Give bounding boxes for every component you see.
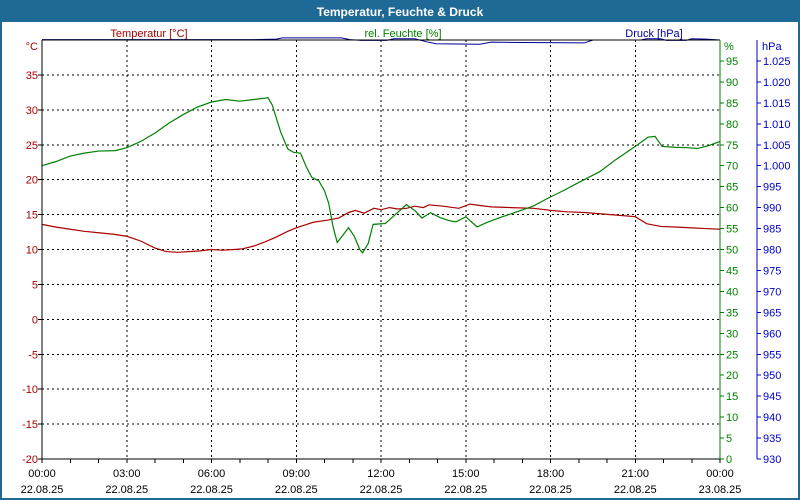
pressure-tick-label: 975 (763, 265, 781, 277)
pressure-tick-label: 1.010 (763, 119, 791, 131)
temperature-tick-label: 10 (26, 245, 38, 257)
humidity-tick-label: 10 (726, 412, 738, 424)
pressure-tick-label: 1.000 (763, 161, 791, 173)
pressure-tick-label: 1.020 (763, 77, 791, 89)
time-tick-label: 06:00 (198, 468, 226, 480)
temperature-header-label: Temperatur [°C] (110, 28, 187, 40)
pressure-header-label: Druck [hPa] (625, 28, 682, 40)
humidity-tick-label: 70 (726, 161, 738, 173)
axis-tick-labels: 35302520151050-5-10-15-20959085807570656… (21, 56, 791, 496)
pressure-tick-label: 950 (763, 370, 781, 382)
pressure-tick-label: 940 (763, 412, 781, 424)
pressure-tick-label: 930 (763, 454, 781, 466)
time-tick-label: 18:00 (537, 468, 565, 480)
pressure-tick-label: 995 (763, 182, 781, 194)
window-title: Temperatur, Feuchte & Druck (317, 5, 484, 19)
time-tick-label: 00:00 (28, 468, 56, 480)
temperature-series-line (41, 203, 721, 253)
temperature-tick-label: 0 (32, 314, 38, 326)
pressure-tick-label: 1.025 (763, 56, 791, 68)
temperature-tick-label: 30 (26, 105, 38, 117)
pressure-tick-label: 935 (763, 433, 781, 445)
humidity-tick-label: 75 (726, 140, 738, 152)
pressure-axis-unit: hPa (762, 41, 782, 53)
humidity-tick-label: 0 (726, 454, 732, 466)
humidity-tick-label: 5 (726, 433, 732, 445)
pressure-tick-label: 1.005 (763, 140, 791, 152)
date-tick-label: 22.08.25 (105, 484, 148, 496)
humidity-axis-unit: % (724, 41, 734, 53)
date-tick-label: 22.08.25 (529, 484, 572, 496)
temperature-tick-label: 25 (26, 140, 38, 152)
humidity-series-line (41, 97, 721, 254)
pressure-tick-label: 990 (763, 203, 781, 215)
title-bar (2, 2, 798, 22)
humidity-tick-label: 20 (726, 370, 738, 382)
time-tick-label: 12:00 (367, 468, 395, 480)
date-tick-label: 22.08.25 (21, 484, 64, 496)
pressure-tick-label: 985 (763, 224, 781, 236)
time-tick-label: 09:00 (282, 468, 310, 480)
date-tick-label: 22.08.25 (190, 484, 233, 496)
temperature-tick-label: 15 (26, 210, 38, 222)
date-tick-label: 22.08.25 (444, 484, 487, 496)
humidity-tick-label: 80 (726, 119, 738, 131)
humidity-tick-label: 90 (726, 77, 738, 89)
date-tick-label: 23.08.25 (699, 484, 742, 496)
temperature-tick-label: 20 (26, 175, 38, 187)
pressure-tick-label: 945 (763, 391, 781, 403)
date-tick-label: 22.08.25 (275, 484, 318, 496)
temperature-tick-label: -15 (22, 419, 38, 431)
pressure-tick-label: 955 (763, 349, 781, 361)
humidity-tick-label: 25 (726, 349, 738, 361)
pressure-tick-label: 1.015 (763, 98, 791, 110)
date-tick-label: 22.08.25 (614, 484, 657, 496)
humidity-tick-label: 55 (726, 224, 738, 236)
time-tick-label: 03:00 (113, 468, 141, 480)
humidity-tick-label: 50 (726, 245, 738, 257)
temperature-tick-label: -20 (22, 454, 38, 466)
time-tick-label: 21:00 (621, 468, 649, 480)
humidity-tick-label: 65 (726, 182, 738, 194)
temperature-tick-label: 5 (32, 279, 38, 291)
humidity-tick-label: 40 (726, 286, 738, 298)
pressure-tick-label: 960 (763, 328, 781, 340)
temperature-axis-unit: °C (26, 41, 38, 53)
pressure-tick-label: 965 (763, 307, 781, 319)
temperature-tick-label: -5 (28, 349, 38, 361)
humidity-tick-label: 15 (726, 391, 738, 403)
humidity-tick-label: 35 (726, 307, 738, 319)
plot-frame-and-axes (38, 39, 761, 463)
humidity-tick-label: 30 (726, 328, 738, 340)
temperature-tick-label: 35 (26, 70, 38, 82)
time-tick-label: 15:00 (452, 468, 480, 480)
temperature-tick-label: -10 (22, 384, 38, 396)
humidity-tick-label: 45 (726, 265, 738, 277)
humidity-header-label: rel. Feuchte [%] (364, 28, 441, 40)
pressure-tick-label: 970 (763, 286, 781, 298)
pressure-tick-label: 980 (763, 245, 781, 257)
humidity-tick-label: 60 (726, 203, 738, 215)
date-tick-label: 22.08.25 (360, 484, 403, 496)
humidity-tick-label: 95 (726, 56, 738, 68)
time-tick-label: 00:00 (706, 468, 734, 480)
humidity-tick-label: 85 (726, 98, 738, 110)
